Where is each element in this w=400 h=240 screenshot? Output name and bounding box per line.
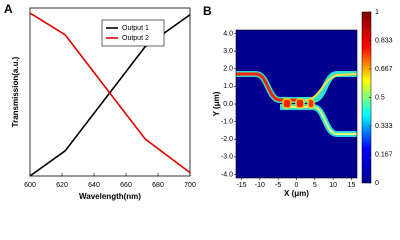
hotspot [282, 98, 292, 109]
colorbar-tick-label: 0.667 [375, 66, 393, 73]
waveguide-core [236, 72, 300, 102]
legend-box [101, 19, 165, 47]
colorbar-tick-label: 0.833 [375, 37, 393, 44]
waveguides [236, 71, 358, 137]
x-tick-label: 660 [120, 182, 132, 189]
x-tick-label: -5 [275, 182, 281, 189]
colorbar-tick-label: 0.167 [375, 151, 393, 158]
colorbar-tick-label: 1 [375, 9, 379, 16]
colorbar-tick-label: 0 [375, 180, 379, 187]
x-tick-label: -15 [236, 182, 246, 189]
colorbar-tick-label: 0.5 [375, 94, 385, 101]
x-tick-label: 700 [184, 182, 196, 189]
figure: A 600 620 640 660 680 700 Wavelength(nm) Transmi… [4, 2, 393, 201]
data-line [29, 12, 191, 174]
y-tick-label: -1.0 [221, 118, 233, 125]
x-tick-label: 15 [348, 182, 356, 189]
hotspot [307, 98, 315, 109]
legend-label: Output 1 [122, 25, 149, 32]
y-tick-label: -2.0 [221, 136, 233, 143]
x-tick-label: 620 [56, 182, 68, 189]
x-axis-label: X (μm) [284, 189, 309, 198]
x-tick-label: -10 [255, 182, 265, 189]
page: A 600 620 640 660 680 700 Wavelength(nm) Transmi… [4, 2, 393, 202]
y-tick-label: 2.0 [223, 66, 233, 73]
y-tick-label: -4.0 [221, 171, 233, 178]
x-tick-label: 680 [152, 182, 164, 189]
panel-label: A [4, 2, 13, 16]
colorbar-tick-label: 0.333 [375, 123, 393, 130]
x-tick-label: 600 [24, 182, 36, 189]
y-tick-label: 4.0 [223, 30, 233, 37]
panel-label: B [203, 4, 212, 18]
y-axis-label: Transmission(a.u.) [11, 56, 20, 127]
hotspot [295, 98, 305, 109]
x-tick-label: 0 [295, 182, 299, 189]
legend-label: Output 2 [122, 35, 149, 42]
y-tick-label: 0.0 [223, 101, 233, 108]
x-tick-label: 640 [88, 182, 100, 189]
y-axis-label: Y (μm) [212, 91, 221, 116]
plot-frame [29, 7, 191, 177]
y-tick-label: 1.0 [223, 83, 233, 90]
x-tick-label: 10 [329, 182, 337, 189]
x-axis-label: Wavelength(nm) [79, 192, 141, 201]
data-line [29, 14, 191, 177]
x-tick-label: 5 [313, 182, 317, 189]
y-tick-label: -3.0 [221, 154, 233, 161]
y-tick-label: 3.0 [223, 48, 233, 55]
